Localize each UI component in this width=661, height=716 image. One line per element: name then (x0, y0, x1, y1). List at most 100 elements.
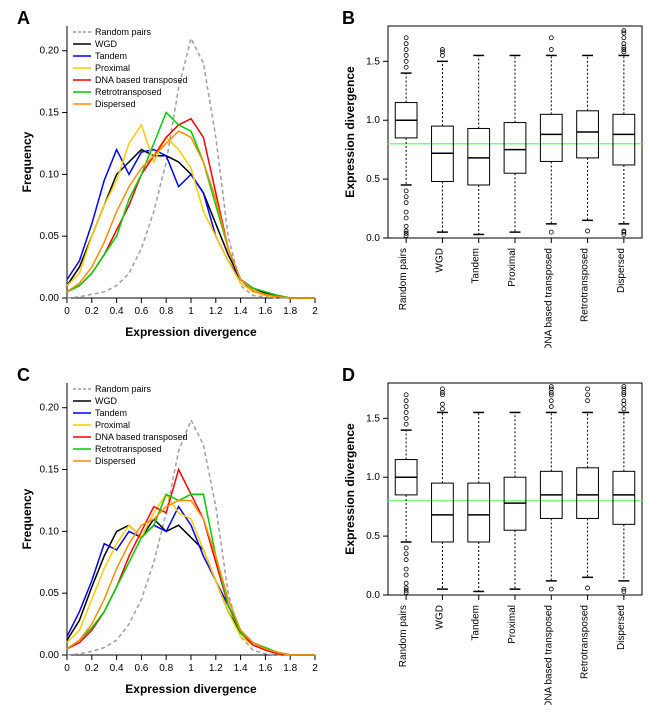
svg-text:0: 0 (64, 663, 70, 674)
category-label: Tandem (471, 248, 482, 284)
box-4 (540, 385, 562, 592)
box-2 (468, 412, 490, 591)
series-dispersed (67, 131, 315, 298)
panel-a-svg: 0 0.2 0.4 0.6 0.8 1 1.2 1.4 1.6 1.8 2 0.00 0.05 0.10 0… (15, 8, 325, 348)
figure-container: ABCD00.20.40.60.811.21.41.61.820.000.050… (0, 0, 661, 716)
box-2 (468, 55, 490, 234)
svg-text:0.20: 0.20 (40, 46, 60, 57)
legend-item-label: Retrotransposed (95, 87, 162, 97)
panel-a: 0 0.2 0.4 0.6 0.8 1 1.2 1.4 1.6 1.8 2 0.00 0.05 0.10 0… (15, 8, 325, 348)
panel-c: 00.20.40.60.811.21.41.61.820.000.050.100… (15, 365, 325, 705)
legend-item-label: Retrotransposed (95, 444, 162, 454)
svg-text:0.4: 0.4 (110, 306, 124, 317)
svg-text:1.4: 1.4 (234, 663, 248, 674)
series-wgd (67, 150, 315, 298)
svg-text:0.0: 0.0 (366, 590, 380, 601)
category-label: Retrotransposed (580, 248, 591, 322)
box-5 (577, 387, 599, 590)
svg-text:1.2: 1.2 (209, 306, 223, 317)
svg-text:0.2: 0.2 (85, 306, 99, 317)
svg-text:1.5: 1.5 (366, 56, 380, 67)
category-label: DNA based transposed (543, 605, 554, 705)
svg-text:2: 2 (312, 306, 318, 317)
legend: Random pairs WGD Tandem Proximal DNA based t… (73, 384, 188, 466)
svg-text:0.10: 0.10 (40, 169, 60, 180)
panel-d-svg: 0.00.51.01.5Expression divergenceRandom … (340, 365, 650, 705)
svg-text:0.05: 0.05 (40, 588, 60, 599)
legend-item-label: Tandem (95, 408, 127, 418)
x-axis-title: Expression divergence (125, 682, 257, 696)
category-label: WGD (434, 605, 445, 629)
y-axis-title: Frequency (20, 488, 34, 549)
series-proximal (67, 494, 315, 655)
x-axis-title: Expression divergence (125, 325, 257, 339)
svg-text:0.8: 0.8 (159, 306, 173, 317)
legend-item-label: DNA based transposed (95, 432, 188, 442)
series-dna_transposed (67, 470, 315, 656)
legend-item-label: Random pairs (95, 27, 152, 37)
series-dispersed (67, 501, 315, 656)
category-label: Proximal (507, 248, 518, 287)
box-4 (540, 36, 562, 234)
panel-d: 0.00.51.01.5Expression divergenceRandom … (340, 365, 650, 705)
box-1 (432, 48, 454, 233)
box-6 (613, 29, 635, 237)
y-axis-title: Frequency (20, 131, 34, 192)
svg-text:0.20: 0.20 (40, 403, 60, 414)
svg-text:0.6: 0.6 (134, 663, 148, 674)
series-tandem (67, 507, 315, 655)
legend-item-label: Dispersed (95, 456, 136, 466)
svg-text:0.2: 0.2 (85, 663, 99, 674)
panel-c-svg: 00.20.40.60.811.21.41.61.820.000.050.100… (15, 365, 325, 705)
category-label: WGD (434, 248, 445, 272)
legend-item-label: DNA based transposed (95, 75, 188, 85)
svg-text:1.8: 1.8 (283, 663, 297, 674)
legend-item-label: Tandem (95, 51, 127, 61)
box-1 (432, 387, 454, 589)
legend-item-label: Dispersed (95, 99, 136, 109)
legend-item-label: Random pairs (95, 384, 152, 394)
category-label: Random pairs (398, 605, 409, 667)
panel-b-svg: 0.0 0.5 1.0 1.5 Expression divergence Random … (340, 8, 650, 348)
category-label: Dispersed (616, 248, 627, 293)
svg-text:1: 1 (188, 663, 194, 674)
series-dna_transposed (67, 119, 315, 298)
y-axis-title: Expression divergence (343, 423, 357, 555)
category-label: Tandem (471, 605, 482, 641)
svg-text:0.0: 0.0 (366, 233, 380, 244)
series-wgd (67, 519, 315, 655)
legend-item-label: WGD (95, 39, 117, 49)
category-label: DNA based transposed (543, 248, 554, 348)
svg-text:1.2: 1.2 (209, 663, 223, 674)
category-label: Proximal (507, 605, 518, 644)
svg-text:0.6: 0.6 (134, 306, 148, 317)
svg-text:0.15: 0.15 (40, 465, 60, 476)
svg-text:0.15: 0.15 (40, 108, 60, 119)
svg-text:1: 1 (188, 306, 194, 317)
category-label: Random pairs (398, 248, 409, 310)
legend: Random pairs WGD Tandem Proximal DNA based t… (73, 27, 188, 109)
legend-item-label: WGD (95, 396, 117, 406)
svg-text:1.6: 1.6 (258, 663, 272, 674)
svg-text:0.05: 0.05 (40, 231, 60, 242)
legend-item-label: Proximal (95, 420, 130, 430)
box-6 (613, 385, 635, 594)
svg-text:0.5: 0.5 (366, 174, 380, 185)
y-axis-title: Expression divergence (343, 66, 357, 198)
series-proximal (67, 125, 315, 298)
series-tandem (67, 150, 315, 298)
svg-text:1.0: 1.0 (366, 115, 380, 126)
category-label: Dispersed (616, 605, 627, 650)
svg-text:1.6: 1.6 (258, 306, 272, 317)
svg-text:0.00: 0.00 (40, 293, 60, 304)
legend-item-label: Proximal (95, 63, 130, 73)
svg-text:0.8: 0.8 (159, 663, 173, 674)
category-label: Retrotransposed (580, 605, 591, 679)
svg-text:0.10: 0.10 (40, 526, 60, 537)
svg-text:2: 2 (312, 663, 318, 674)
svg-text:0.00: 0.00 (40, 650, 60, 661)
svg-text:1.4: 1.4 (234, 306, 248, 317)
box-0 (395, 393, 417, 595)
svg-text:1.8: 1.8 (283, 306, 297, 317)
svg-text:0: 0 (64, 306, 70, 317)
